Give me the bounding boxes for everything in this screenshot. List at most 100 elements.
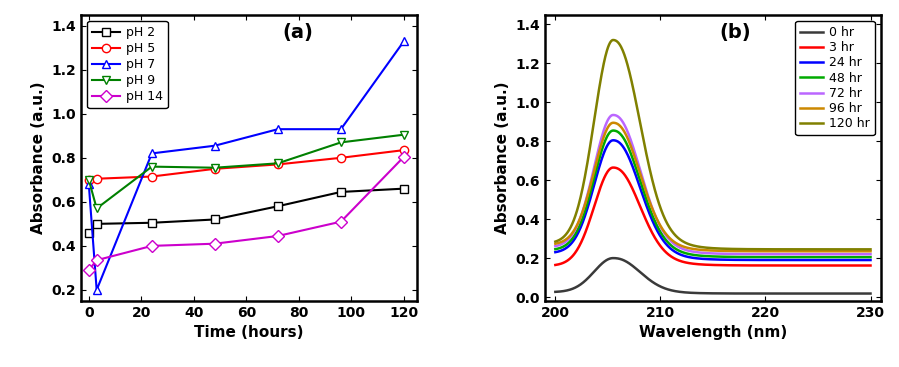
- 0 hr: [788, 291, 798, 296]
- 72 hr: [608, 113, 619, 117]
- 24 hr: [693, 256, 704, 261]
- pH 9: [335, 140, 346, 145]
- 96 hr: [761, 249, 771, 254]
- 120 hr: [865, 247, 876, 251]
- 48 hr: [606, 129, 617, 134]
- pH 5: [272, 162, 283, 167]
- Line: 120 hr: 120 hr: [556, 40, 870, 249]
- pH 7: [398, 39, 409, 43]
- 48 hr: [761, 255, 771, 259]
- pH 2: [84, 230, 94, 235]
- X-axis label: Time (hours): Time (hours): [194, 326, 304, 340]
- pH 5: [209, 167, 220, 171]
- pH 14: [335, 219, 346, 224]
- Legend: pH 2, pH 5, pH 7, pH 9, pH 14: pH 2, pH 5, pH 7, pH 9, pH 14: [87, 21, 168, 108]
- 96 hr: [693, 247, 704, 252]
- Line: 24 hr: 24 hr: [556, 140, 870, 260]
- 120 hr: [693, 244, 704, 249]
- pH 9: [272, 161, 283, 166]
- pH 9: [209, 166, 220, 170]
- Line: 48 hr: 48 hr: [556, 131, 870, 257]
- 3 hr: [631, 196, 642, 201]
- 96 hr: [865, 249, 876, 254]
- 72 hr: [865, 252, 876, 257]
- pH 5: [92, 177, 102, 181]
- 3 hr: [608, 166, 619, 170]
- pH 9: [84, 178, 94, 182]
- Text: (a): (a): [282, 23, 314, 42]
- pH 5: [335, 156, 346, 160]
- pH 2: [209, 217, 220, 222]
- Line: pH 7: pH 7: [85, 37, 408, 294]
- Line: 72 hr: 72 hr: [556, 115, 870, 254]
- 0 hr: [631, 267, 642, 272]
- 3 hr: [736, 263, 747, 268]
- Line: pH 9: pH 9: [85, 131, 408, 212]
- 72 hr: [606, 113, 617, 118]
- 3 hr: [693, 262, 704, 266]
- 72 hr: [761, 252, 771, 257]
- pH 14: [398, 155, 409, 159]
- 3 hr: [761, 263, 771, 268]
- pH 14: [147, 244, 157, 248]
- pH 7: [272, 127, 283, 131]
- Y-axis label: Absorbance (a.u.): Absorbance (a.u.): [494, 81, 510, 234]
- 0 hr: [693, 291, 704, 295]
- pH 9: [92, 206, 102, 211]
- 96 hr: [631, 161, 642, 166]
- 120 hr: [608, 38, 619, 42]
- 3 hr: [606, 166, 617, 170]
- 72 hr: [736, 252, 747, 256]
- 24 hr: [865, 258, 876, 262]
- pH 9: [398, 132, 409, 137]
- pH 2: [147, 221, 157, 225]
- 48 hr: [736, 255, 747, 259]
- 120 hr: [761, 247, 771, 251]
- Text: (b): (b): [720, 23, 752, 42]
- pH 7: [84, 182, 94, 186]
- 72 hr: [631, 157, 642, 161]
- Legend: 0 hr, 3 hr, 24 hr, 48 hr, 72 hr, 96 hr, 120 hr: 0 hr, 3 hr, 24 hr, 48 hr, 72 hr, 96 hr, …: [796, 21, 875, 135]
- pH 9: [147, 164, 157, 169]
- 24 hr: [788, 258, 798, 262]
- 96 hr: [606, 121, 617, 126]
- pH 7: [335, 127, 346, 131]
- pH 14: [84, 268, 94, 272]
- 120 hr: [606, 39, 617, 43]
- 96 hr: [736, 249, 747, 253]
- 0 hr: [865, 291, 876, 296]
- 48 hr: [631, 168, 642, 173]
- 96 hr: [550, 241, 561, 246]
- 72 hr: [550, 244, 561, 248]
- pH 5: [398, 148, 409, 152]
- pH 2: [272, 204, 283, 208]
- 3 hr: [865, 263, 876, 268]
- 0 hr: [550, 290, 561, 294]
- 120 hr: [788, 247, 798, 251]
- pH 14: [272, 234, 283, 238]
- Y-axis label: Absorbance (a.u.): Absorbance (a.u.): [31, 81, 46, 234]
- 24 hr: [608, 138, 619, 142]
- 24 hr: [761, 258, 771, 262]
- pH 7: [209, 143, 220, 148]
- 96 hr: [788, 249, 798, 254]
- 3 hr: [550, 263, 561, 267]
- X-axis label: Wavelength (nm): Wavelength (nm): [639, 326, 787, 340]
- 0 hr: [608, 256, 619, 260]
- Line: pH 5: pH 5: [85, 146, 408, 184]
- 120 hr: [631, 104, 642, 109]
- 48 hr: [865, 255, 876, 259]
- pH 7: [147, 151, 157, 156]
- pH 14: [209, 241, 220, 246]
- 0 hr: [606, 256, 617, 261]
- 24 hr: [606, 139, 617, 143]
- pH 2: [398, 186, 409, 191]
- pH 14: [92, 258, 102, 262]
- 48 hr: [788, 255, 798, 259]
- 24 hr: [631, 176, 642, 181]
- Line: pH 14: pH 14: [85, 153, 408, 274]
- Line: pH 2: pH 2: [85, 185, 408, 237]
- 96 hr: [608, 120, 619, 125]
- Line: 3 hr: 3 hr: [556, 168, 870, 265]
- 24 hr: [736, 258, 747, 262]
